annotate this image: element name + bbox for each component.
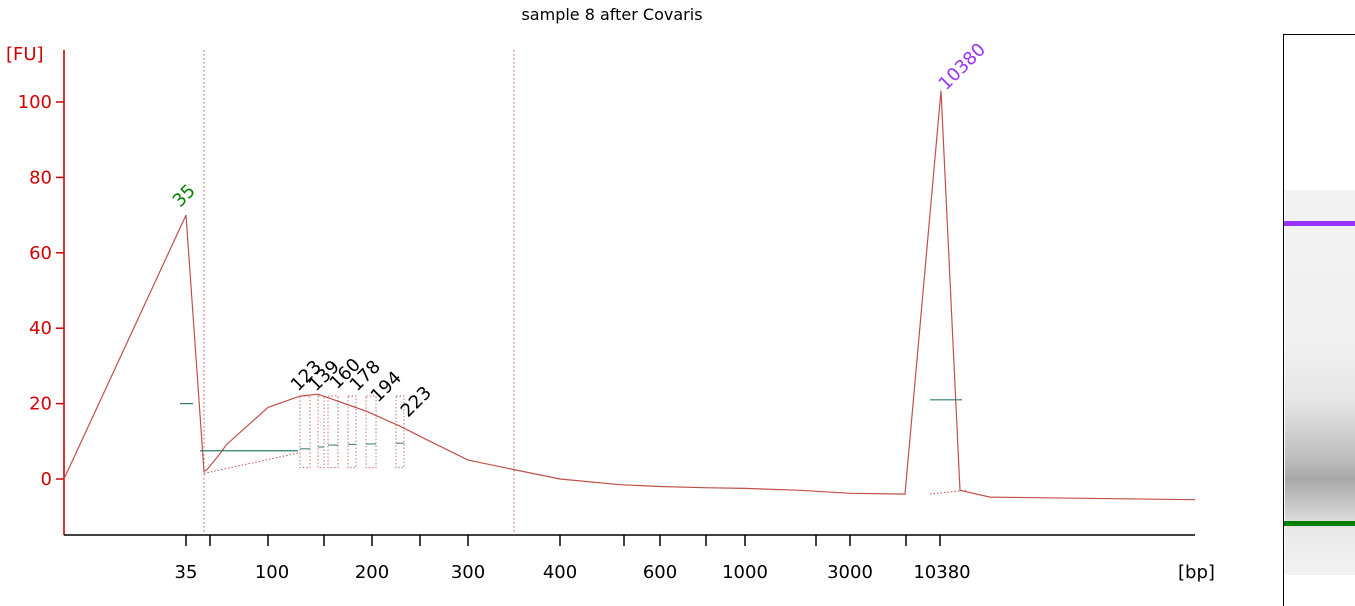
smear-baseline <box>203 452 301 474</box>
gel-image-panel <box>1283 34 1355 606</box>
x-tick-label: 100 <box>255 562 289 583</box>
y-tick-label: 80 <box>29 167 52 188</box>
fragment-region-box <box>395 395 405 469</box>
peak-label: 223 <box>397 382 436 421</box>
fragment-region-box <box>317 395 325 469</box>
y-tick-label: 40 <box>29 318 52 339</box>
gel-lane <box>1285 190 1355 575</box>
x-tick-label: 35 <box>175 562 198 583</box>
x-tick-label: 400 <box>543 562 577 583</box>
x-tick-label: 600 <box>643 562 677 583</box>
trace-line <box>63 90 1196 501</box>
x-tick-label: 300 <box>451 562 485 583</box>
fragment-region-box <box>327 395 339 469</box>
x-tick-label: 200 <box>355 562 389 583</box>
y-tick-label: 0 <box>41 469 52 490</box>
gel-upper-marker-band <box>1284 221 1355 226</box>
fragment-region-box <box>365 395 377 469</box>
peak-baseline <box>929 489 967 495</box>
y-axis-label: [FU] <box>6 44 44 65</box>
x-axis-label: [bp] <box>1178 562 1215 583</box>
y-tick-label: 100 <box>18 92 52 113</box>
y-tick-label: 20 <box>29 394 52 415</box>
x-tick-label: 10380 <box>913 562 970 583</box>
region-guides <box>203 50 515 535</box>
peak-label: 10380 <box>935 39 990 94</box>
x-tick-label: 3000 <box>827 562 873 583</box>
peak-label: 35 <box>169 180 200 211</box>
plot-area <box>63 90 1196 501</box>
x-tick-label: 1000 <box>722 562 768 583</box>
chart-title: sample 8 after Covaris <box>521 5 702 24</box>
gel-lower-marker-band <box>1284 521 1355 526</box>
fragment-region-box <box>347 395 357 469</box>
axes: 0 20 40 60 80 100 35 100 200 300 400 600 1000 3000 103… <box>18 50 1195 583</box>
y-tick-label: 60 <box>29 243 52 264</box>
fragment-region-box <box>299 395 311 469</box>
